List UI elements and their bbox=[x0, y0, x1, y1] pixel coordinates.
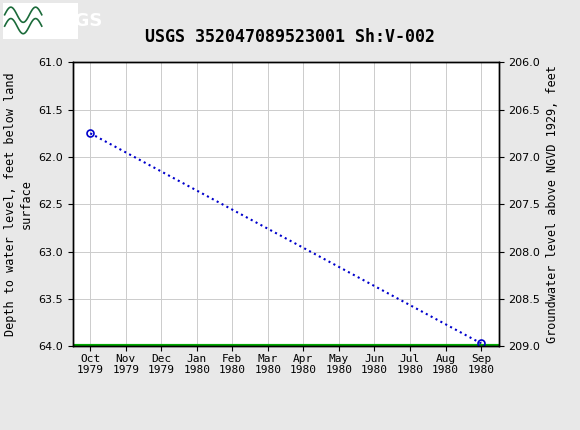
Bar bbox=[3, 3, 78, 39]
Text: USGS 352047089523001 Sh:V-002: USGS 352047089523001 Sh:V-002 bbox=[145, 28, 435, 46]
Y-axis label: Groundwater level above NGVD 1929, feet: Groundwater level above NGVD 1929, feet bbox=[546, 65, 559, 343]
Y-axis label: Depth to water level, feet below land
surface: Depth to water level, feet below land su… bbox=[5, 72, 32, 336]
Text: USGS: USGS bbox=[48, 12, 103, 30]
